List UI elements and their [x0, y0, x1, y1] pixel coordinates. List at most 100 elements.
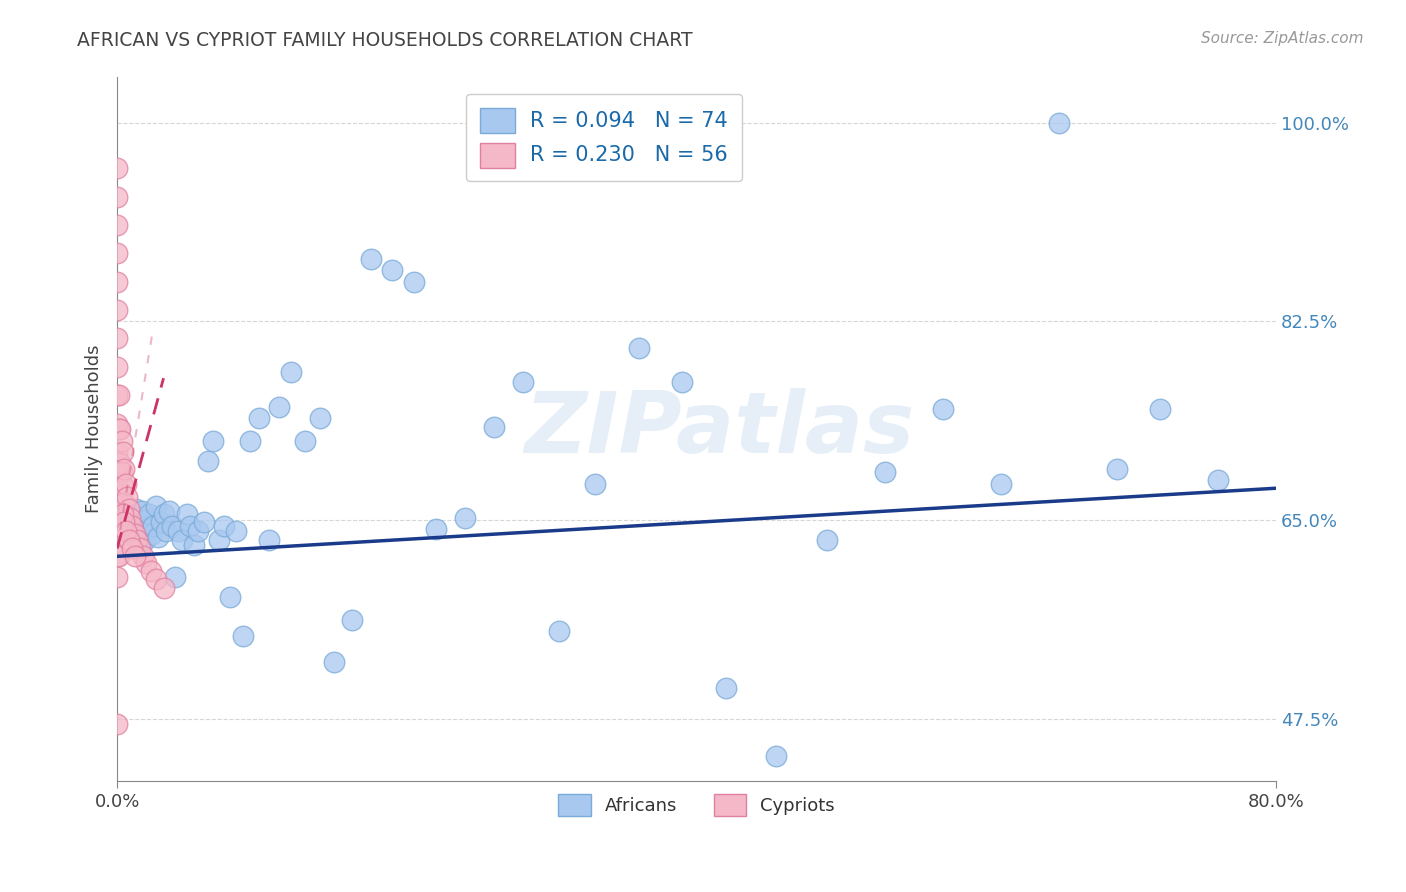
- Point: [111, 508, 134, 522]
- Point: [118, 533, 141, 548]
- Y-axis label: Family Households: Family Households: [86, 345, 103, 514]
- Point: [193, 516, 215, 530]
- Point: [165, 570, 187, 584]
- Point: [107, 488, 129, 502]
- Point: [107, 549, 129, 564]
- Point: [232, 629, 254, 643]
- Point: [105, 218, 128, 232]
- Point: [115, 476, 138, 491]
- Point: [139, 564, 162, 578]
- Point: [105, 570, 128, 584]
- Point: [627, 341, 650, 355]
- Point: [105, 275, 128, 289]
- Point: [172, 533, 194, 548]
- Point: [128, 516, 150, 530]
- Point: [247, 410, 270, 425]
- Point: [135, 556, 157, 570]
- Point: [105, 717, 128, 731]
- Point: [583, 476, 606, 491]
- Point: [129, 541, 152, 556]
- Point: [714, 681, 737, 695]
- Point: [108, 456, 131, 470]
- Point: [294, 434, 316, 448]
- Point: [115, 508, 138, 522]
- Point: [121, 541, 143, 556]
- Legend: Africans, Cypriots: Africans, Cypriots: [550, 785, 844, 825]
- Point: [142, 518, 165, 533]
- Point: [105, 246, 128, 260]
- Text: Source: ZipAtlas.com: Source: ZipAtlas.com: [1201, 31, 1364, 46]
- Point: [482, 420, 505, 434]
- Point: [108, 488, 131, 502]
- Point: [548, 624, 571, 639]
- Point: [105, 161, 128, 176]
- Point: [105, 331, 128, 345]
- Point: [105, 359, 128, 374]
- Point: [201, 434, 224, 448]
- Point: [146, 530, 169, 544]
- Point: [127, 530, 149, 544]
- Point: [1047, 116, 1070, 130]
- Point: [425, 522, 447, 536]
- Point: [105, 530, 128, 544]
- Point: [873, 466, 896, 480]
- Point: [176, 508, 198, 522]
- Point: [107, 422, 129, 436]
- Point: [765, 749, 787, 764]
- Point: [124, 549, 146, 564]
- Point: [114, 508, 136, 522]
- Point: [1105, 462, 1128, 476]
- Point: [118, 501, 141, 516]
- Point: [125, 501, 148, 516]
- Point: [269, 400, 291, 414]
- Point: [360, 252, 382, 266]
- Point: [1149, 401, 1171, 416]
- Point: [107, 518, 129, 533]
- Point: [108, 518, 131, 533]
- Point: [990, 476, 1012, 491]
- Point: [105, 445, 128, 459]
- Point: [280, 366, 302, 380]
- Point: [110, 434, 132, 448]
- Point: [118, 501, 141, 516]
- Point: [111, 479, 134, 493]
- Point: [145, 500, 167, 514]
- Point: [124, 518, 146, 533]
- Point: [340, 613, 363, 627]
- Point: [1250, 808, 1272, 822]
- Point: [141, 526, 163, 541]
- Point: [160, 518, 183, 533]
- Point: [129, 541, 152, 556]
- Point: [114, 462, 136, 476]
- Point: [152, 508, 174, 522]
- Text: ZIPatlas: ZIPatlas: [524, 388, 915, 471]
- Point: [219, 590, 242, 604]
- Point: [131, 504, 153, 518]
- Point: [117, 491, 139, 505]
- Point: [114, 496, 136, 510]
- Point: [105, 189, 128, 203]
- Point: [155, 524, 177, 539]
- Point: [152, 581, 174, 595]
- Point: [121, 518, 143, 533]
- Point: [512, 375, 534, 389]
- Point: [110, 496, 132, 510]
- Point: [108, 422, 131, 436]
- Point: [110, 466, 132, 480]
- Point: [105, 467, 128, 482]
- Point: [815, 533, 838, 548]
- Point: [132, 549, 155, 564]
- Point: [214, 518, 236, 533]
- Point: [183, 538, 205, 552]
- Point: [134, 533, 156, 548]
- Point: [225, 524, 247, 539]
- Point: [120, 510, 142, 524]
- Point: [197, 454, 219, 468]
- Point: [121, 526, 143, 541]
- Point: [115, 524, 138, 539]
- Point: [187, 524, 209, 539]
- Point: [454, 510, 477, 524]
- Point: [107, 388, 129, 402]
- Text: AFRICAN VS CYPRIOT FAMILY HOUSEHOLDS CORRELATION CHART: AFRICAN VS CYPRIOT FAMILY HOUSEHOLDS COR…: [77, 31, 693, 50]
- Point: [120, 513, 142, 527]
